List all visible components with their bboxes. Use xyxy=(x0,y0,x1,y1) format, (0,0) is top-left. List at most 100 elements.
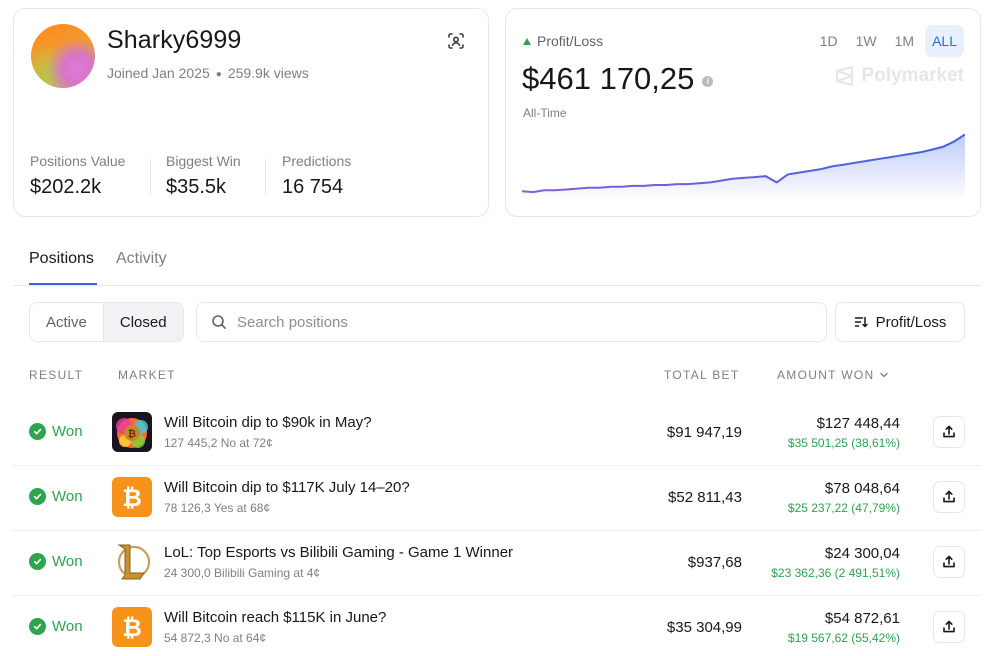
result-badge: Won xyxy=(29,553,83,570)
header-amount-won[interactable]: AMOUNT WON xyxy=(777,368,889,382)
profile-card: Sharky6999 Joined Jan 2025 ● 259.9k views … xyxy=(13,8,489,217)
pnl-period: All-Time xyxy=(523,106,567,120)
market-title[interactable]: Will Bitcoin dip to $90k in May? xyxy=(164,414,372,431)
polymarket-logo-icon xyxy=(835,65,853,87)
header-total-bet: TOTAL BET xyxy=(664,368,740,382)
market-title[interactable]: LoL: Top Esports vs Bilibili Gaming - Ga… xyxy=(164,544,514,561)
market-subtitle: 54 872,3 No at 64¢ xyxy=(164,631,267,645)
result-text: Won xyxy=(52,423,83,440)
polymarket-watermark: Polymarket xyxy=(834,65,964,87)
lol-logo-image xyxy=(112,542,152,582)
total-bet: $937,68 xyxy=(687,554,742,571)
result-badge: Won xyxy=(29,423,83,440)
header-market: MARKET xyxy=(118,368,176,382)
stat-value: $202.2k xyxy=(30,176,102,198)
tab-bar: Positions Activity xyxy=(13,244,981,286)
table-row[interactable]: Won ₿ Will Bitcoin dip to $117K July 14–… xyxy=(13,465,981,530)
result-badge: Won xyxy=(29,488,83,505)
row-divider xyxy=(13,465,981,466)
segment-active[interactable]: Active xyxy=(46,313,87,331)
total-bet: $35 304,99 xyxy=(666,619,742,636)
share-icon xyxy=(943,490,955,503)
share-button[interactable] xyxy=(933,611,965,643)
amount-won: $127 448,44 xyxy=(816,415,900,432)
check-circle-icon xyxy=(29,553,46,570)
header-result: RESULT xyxy=(29,368,84,382)
pnl-amount: $461 170,25 xyxy=(522,61,695,96)
gain-text: $25 237,22 (47,79%) xyxy=(787,501,900,515)
check-circle-icon xyxy=(29,488,46,505)
divider xyxy=(150,159,151,195)
row-divider xyxy=(13,595,981,596)
pnl-chart xyxy=(522,133,965,201)
search-input[interactable] xyxy=(237,313,797,331)
range-tabs: 1D 1W 1M ALL xyxy=(813,25,964,57)
range-tab-1d[interactable]: 1D xyxy=(819,33,838,49)
market-title[interactable]: Will Bitcoin dip to $117K July 14–20? xyxy=(164,479,410,496)
search-box xyxy=(196,302,827,342)
info-icon[interactable]: i xyxy=(702,75,714,87)
share-icon xyxy=(943,425,955,438)
svg-text:₿: ₿ xyxy=(122,614,142,642)
status-segmented-control: Active Closed xyxy=(29,302,184,342)
stat-biggest-win: Biggest Win $35.5k xyxy=(166,153,241,199)
scan-icon[interactable] xyxy=(446,31,466,51)
tab-positions[interactable]: Positions xyxy=(29,250,94,267)
table-row[interactable]: Won ₿ Will Bitcoin dip to $90k in May? 1… xyxy=(13,400,981,465)
sort-label: Profit/Loss xyxy=(875,313,947,331)
check-circle-icon xyxy=(29,423,46,440)
brand-name: Polymarket xyxy=(861,65,964,86)
share-button[interactable] xyxy=(933,416,965,448)
stat-label: Positions Value xyxy=(30,153,126,169)
username: Sharky6999 xyxy=(107,26,242,54)
total-bet: $52 811,43 xyxy=(668,489,742,506)
stat-predictions: Predictions 16 754 xyxy=(282,153,351,199)
result-badge: Won xyxy=(29,618,83,635)
share-button[interactable] xyxy=(933,481,965,513)
stat-value: $35.5k xyxy=(166,176,227,198)
chart-line xyxy=(522,133,965,194)
table-row[interactable]: Won LoL: Top Esports vs Bilibili Gaming … xyxy=(13,530,981,595)
sort-icon xyxy=(854,316,868,328)
triangle-up-icon xyxy=(523,37,531,45)
bitcoin-art-image: ₿ xyxy=(112,412,152,452)
chart-area xyxy=(522,134,965,201)
market-subtitle: 127 445,2 No at 72¢ xyxy=(164,436,273,450)
pnl-value: $461 170,25 i xyxy=(522,61,714,97)
stat-positions-value: Positions Value $202.2k xyxy=(30,153,125,199)
divider xyxy=(265,159,266,195)
joined-date: Joined Jan 2025 xyxy=(107,65,210,81)
share-icon xyxy=(943,620,955,633)
svg-text:₿: ₿ xyxy=(128,428,136,440)
stat-label: Biggest Win xyxy=(166,153,241,169)
check-circle-icon xyxy=(29,618,46,635)
amount-won: $24 300,04 xyxy=(824,545,900,562)
stat-value: 16 754 xyxy=(282,176,344,198)
views-count: 259.9k views xyxy=(227,65,309,81)
search-icon xyxy=(212,315,226,329)
row-divider xyxy=(13,530,981,531)
share-button[interactable] xyxy=(933,546,965,578)
market-subtitle: 24 300,0 Bilibili Gaming at 4¢ xyxy=(164,566,321,580)
segment-closed[interactable]: Closed xyxy=(102,303,183,341)
result-text: Won xyxy=(52,488,83,505)
result-text: Won xyxy=(52,618,83,635)
tab-activity[interactable]: Activity xyxy=(116,250,167,267)
svg-text:₿: ₿ xyxy=(122,484,142,512)
table-row[interactable]: Won ₿ Will Bitcoin reach $115K in June? … xyxy=(13,595,981,656)
avatar xyxy=(31,24,95,88)
bitcoin-logo-image: ₿ xyxy=(112,607,152,647)
pnl-label-text: Profit/Loss xyxy=(537,33,604,49)
result-text: Won xyxy=(52,553,83,570)
sort-button[interactable]: Profit/Loss xyxy=(835,302,965,342)
range-tab-1m[interactable]: 1M xyxy=(894,33,915,49)
amount-won: $78 048,64 xyxy=(824,480,900,497)
gain-text: $35 501,25 (38,61%) xyxy=(787,436,900,450)
market-title[interactable]: Will Bitcoin reach $115K in June? xyxy=(164,609,387,626)
range-tab-all[interactable]: ALL xyxy=(925,25,964,57)
chevron-down-icon xyxy=(880,372,889,378)
bitcoin-logo-image: ₿ xyxy=(112,477,152,517)
gain-text: $23 362,36 (2 491,51%) xyxy=(771,566,900,580)
range-tab-1w[interactable]: 1W xyxy=(855,33,877,49)
total-bet: $91 947,19 xyxy=(666,424,742,441)
